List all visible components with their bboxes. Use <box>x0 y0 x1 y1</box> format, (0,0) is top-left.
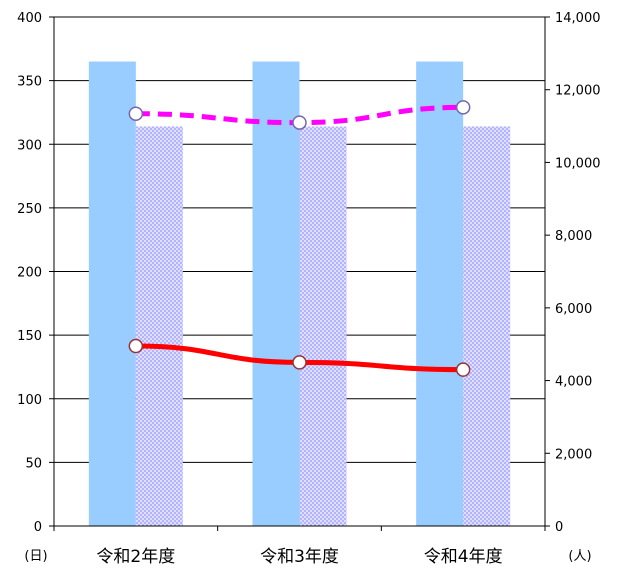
bars <box>88 61 511 526</box>
category-label: 令和3年度 <box>260 547 339 567</box>
right-tick-label: 12,000 <box>555 84 601 99</box>
data-point <box>455 362 471 377</box>
right-tick-label: 8,000 <box>555 229 592 244</box>
bar <box>416 61 464 526</box>
right-tick-label: 0 <box>555 520 563 535</box>
category-label: 令和4年度 <box>424 547 503 567</box>
right-tick-label: 14,000 <box>555 11 601 26</box>
right-tick-label: 10,000 <box>555 156 601 171</box>
left-tick-label: 0 <box>34 520 42 535</box>
left-tick-label: 100 <box>17 393 42 408</box>
left-tick-label: 250 <box>17 202 42 217</box>
right-tick-label: 6,000 <box>555 302 592 317</box>
left-tick-label: 200 <box>17 266 42 281</box>
data-point <box>292 355 307 370</box>
left-tick-label: 350 <box>17 75 42 90</box>
left-axis-unit: (日) <box>24 549 47 564</box>
right-axis-unit: (人) <box>568 549 591 564</box>
left-tick-label: 300 <box>17 138 42 153</box>
category-label: 令和2年度 <box>96 547 175 567</box>
data-point <box>455 100 471 115</box>
right-tick-label: 2,000 <box>555 447 592 462</box>
data-point <box>292 115 307 130</box>
bar <box>299 126 347 526</box>
left-tick-label: 400 <box>17 11 42 26</box>
data-point <box>128 106 144 121</box>
left-tick-label: 150 <box>17 329 42 344</box>
tick-labels: 0 50 100 150 200 250 300 350 400 0 2,000 4,000 6,000… <box>17 11 600 567</box>
axes <box>49 16 550 531</box>
right-tick-label: 4,000 <box>555 375 592 390</box>
left-tick-label: 50 <box>25 456 42 471</box>
bar <box>463 126 511 526</box>
series-markers <box>128 100 471 377</box>
bar <box>135 126 183 526</box>
bar <box>252 61 300 526</box>
data-point <box>128 338 144 354</box>
bar <box>88 61 136 526</box>
